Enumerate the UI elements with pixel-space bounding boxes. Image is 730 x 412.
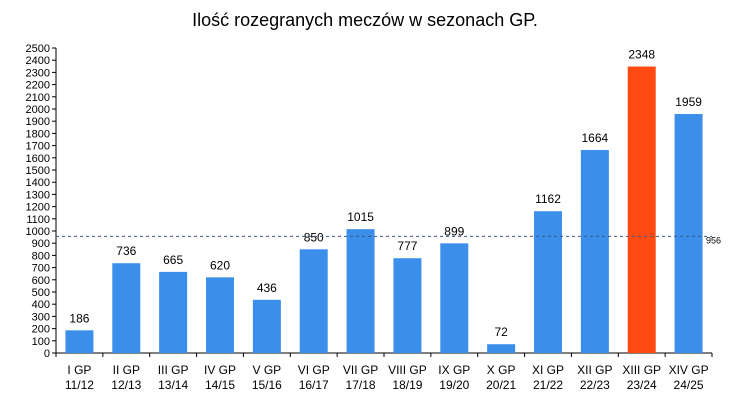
data-label: 665 <box>163 253 183 267</box>
bar <box>159 271 188 353</box>
bar <box>627 66 656 353</box>
y-tick-label: 500 <box>32 287 50 299</box>
x-tick-label: VII GP <box>343 363 378 377</box>
y-tick-label: 1300 <box>26 189 50 201</box>
y-tick-label: 100 <box>32 336 50 348</box>
bar <box>534 211 562 353</box>
bar <box>252 299 281 353</box>
y-tick-label: 900 <box>32 238 50 250</box>
x-tick-label: IV GP <box>204 363 236 377</box>
x-tick-label: VIII GP <box>388 363 427 377</box>
x-tick-label: 14/15 <box>205 378 235 392</box>
x-tick-label: 21/22 <box>533 378 563 392</box>
bar <box>206 277 234 353</box>
x-tick-label: X GP <box>487 363 516 377</box>
chart-title: Ilość rozegranych meczów w sezonach GP. <box>192 10 538 30</box>
y-tick-label: 1700 <box>26 141 50 153</box>
y-tick-label: 1900 <box>26 116 50 128</box>
bar <box>346 229 375 353</box>
bar <box>487 344 516 353</box>
data-label: 1664 <box>582 131 609 145</box>
x-tick-label: XIV GP <box>669 363 709 377</box>
data-label: 1959 <box>675 95 702 109</box>
data-label: 850 <box>304 230 324 244</box>
y-tick-label: 1100 <box>26 214 50 226</box>
data-label: 72 <box>494 325 508 339</box>
data-label: 186 <box>69 311 89 325</box>
bar <box>299 249 328 353</box>
y-tick-label: 600 <box>32 275 50 287</box>
data-label: 1162 <box>535 192 561 206</box>
data-label: 436 <box>257 281 277 295</box>
y-tick-label: 1400 <box>26 177 50 189</box>
x-tick-label: 12/13 <box>111 378 141 392</box>
y-tick-label: 2100 <box>26 92 50 104</box>
x-tick-label: 24/25 <box>674 378 704 392</box>
y-tick-label: 2000 <box>26 104 50 116</box>
bar <box>674 114 703 353</box>
bar <box>112 263 141 353</box>
y-tick-label: 0 <box>44 348 50 360</box>
x-tick-label: 18/19 <box>392 378 422 392</box>
bar <box>440 243 469 353</box>
y-tick-label: 800 <box>32 250 50 262</box>
y-tick-label: 1800 <box>26 128 50 140</box>
y-tick-label: 1000 <box>26 226 50 238</box>
x-tick-label: 17/18 <box>346 378 376 392</box>
x-tick-label: XI GP <box>532 363 564 377</box>
x-tick-label: 13/14 <box>158 378 188 392</box>
bar <box>580 149 609 353</box>
x-tick-label: 23/24 <box>627 378 657 392</box>
y-tick-label: 1600 <box>26 153 50 165</box>
data-label: 2348 <box>628 48 655 62</box>
x-tick-label: I GP <box>67 363 91 377</box>
x-tick-label: VI GP <box>298 363 330 377</box>
x-tick-label: 11/12 <box>65 378 94 392</box>
y-tick-label: 2300 <box>26 67 50 79</box>
x-tick-label: XIII GP <box>622 363 661 377</box>
y-tick-label: 2200 <box>26 80 50 92</box>
bar <box>65 330 94 353</box>
y-tick-label: 2400 <box>26 55 50 67</box>
x-tick-label: 22/23 <box>580 378 610 392</box>
bar <box>393 258 422 353</box>
reference-line-label: 956 <box>706 235 721 245</box>
y-tick-label: 400 <box>32 299 50 311</box>
y-tick-label: 2500 <box>26 43 50 55</box>
x-tick-label: 19/20 <box>439 378 469 392</box>
y-tick-label: 1200 <box>26 202 50 214</box>
x-tick-label: IX GP <box>438 363 470 377</box>
data-label: 736 <box>116 244 136 258</box>
data-label: 777 <box>397 239 417 253</box>
x-tick-label: 16/17 <box>299 378 329 392</box>
y-tick-label: 200 <box>32 324 50 336</box>
x-tick-label: III GP <box>158 363 189 377</box>
x-tick-label: V GP <box>253 363 282 377</box>
data-label: 1015 <box>347 210 374 224</box>
x-tick-label: II GP <box>113 363 140 377</box>
y-tick-label: 1500 <box>26 165 50 177</box>
y-tick-label: 700 <box>32 263 50 275</box>
data-label: 899 <box>444 224 464 238</box>
x-tick-label: 20/21 <box>486 378 516 392</box>
x-tick-label: XII GP <box>577 363 612 377</box>
x-tick-label: 15/16 <box>252 378 282 392</box>
data-label: 620 <box>210 258 230 272</box>
y-tick-label: 300 <box>32 311 50 323</box>
